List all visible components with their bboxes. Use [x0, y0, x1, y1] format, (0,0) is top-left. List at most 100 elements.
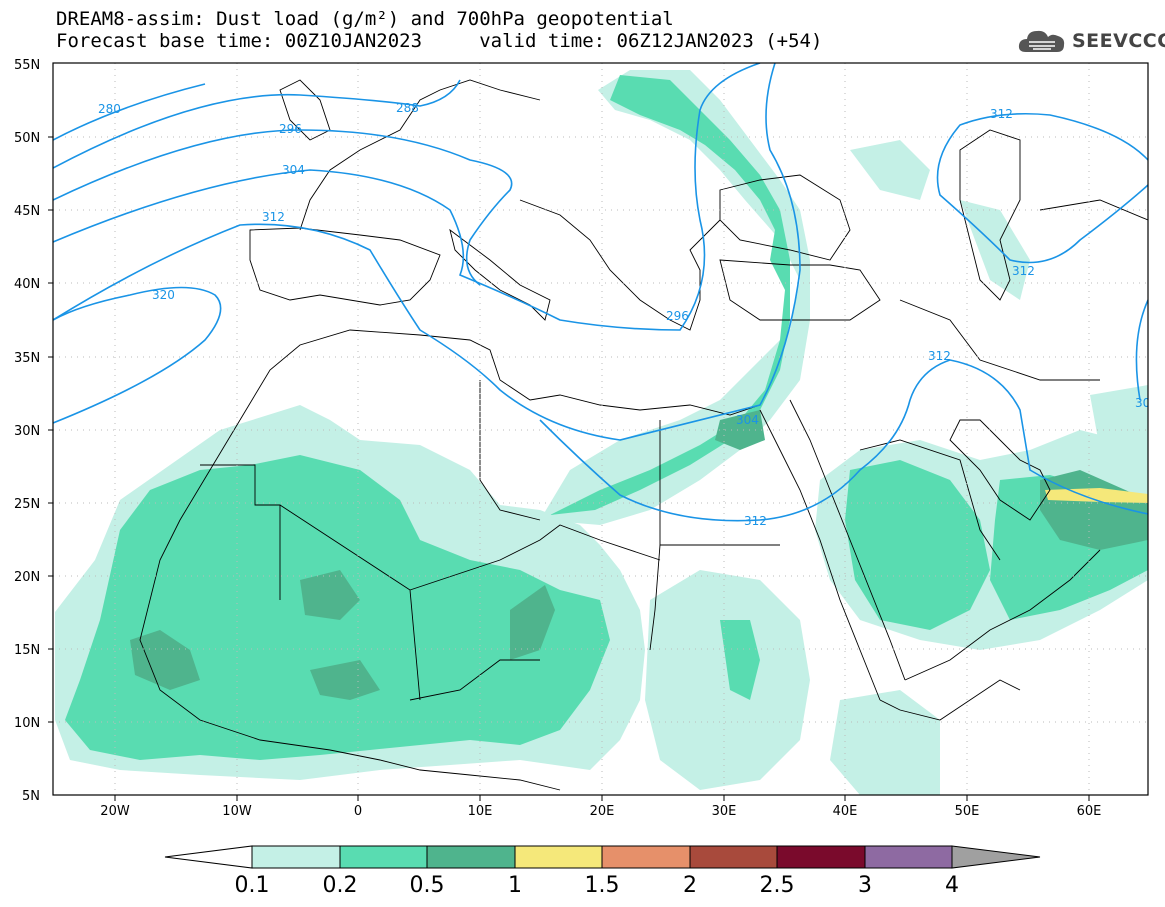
dust-area-east-africa [645, 570, 810, 790]
contour-296 [53, 129, 513, 286]
contour-label: 312 [1012, 264, 1035, 278]
contour-312-northeast [936, 112, 1148, 264]
dust-area-sudan [720, 620, 760, 700]
colorbar-swatch [601, 845, 691, 869]
contour-label: 320 [152, 288, 175, 302]
dust-area-mali [300, 570, 360, 620]
lon-label: 50E [955, 804, 980, 819]
lat-label: 45N [14, 204, 40, 219]
lat-label: 15N [14, 643, 40, 658]
contour-label: 304 [282, 163, 305, 177]
contour-320 [53, 286, 222, 424]
colorbar-high-arrow [951, 845, 1041, 869]
colorbar-label: 2.5 [760, 873, 795, 898]
lat-label: 40N [14, 277, 40, 292]
dust-area-niger [510, 585, 555, 660]
seevccc-logo: SEEVCCC [1016, 24, 1165, 58]
colorbar-label: 0.5 [410, 873, 445, 898]
lon-label: 10E [468, 804, 493, 819]
coast-north-africa [239, 329, 761, 421]
contour-312-west [53, 63, 801, 441]
dust-area-caspian [850, 140, 930, 200]
forecast-time-line: Forecast base time: 00Z10JAN2023 valid t… [56, 30, 823, 52]
lon-label: 40E [833, 804, 858, 819]
dust-area-senegal [130, 630, 200, 690]
coast-balkans-greece [519, 199, 721, 331]
contour-label: 296 [279, 122, 302, 136]
contour-304 [53, 63, 761, 331]
colorbar-swatch [864, 845, 953, 869]
lat-axis: 55N 50N 45N 40N 35N 30N 25N 20N 15N 10N … [14, 58, 53, 804]
border-sahara-2 [409, 524, 661, 591]
colorbar-swatch [514, 845, 603, 869]
coast-west-africa [139, 419, 561, 791]
dust-area-levant [715, 410, 765, 450]
logo-text: SEEVCCC [1072, 30, 1165, 52]
colorbar-label: 1 [508, 873, 522, 898]
contour-label: 312 [990, 107, 1013, 121]
lon-label: 30E [712, 804, 737, 819]
coast-iberia [249, 227, 441, 306]
dust-dark-areas [130, 410, 1148, 700]
contour-label: 312 [262, 210, 285, 224]
colorbar-label: 2 [683, 873, 697, 898]
contour-280 [53, 83, 206, 141]
coast-italy [449, 228, 551, 321]
colorbar-swatch [689, 845, 778, 869]
cloud-icon [1018, 30, 1065, 52]
colorbar-low-arrow [164, 845, 253, 869]
colorbar-label: 4 [945, 873, 959, 898]
contour-label: 304 [1135, 396, 1158, 410]
contour-label: 312 [928, 349, 951, 363]
lat-label: 25N [14, 497, 40, 512]
border-kazakh [1039, 199, 1148, 221]
dust-area-horn-africa [830, 690, 940, 795]
coast-caspian [959, 129, 1021, 301]
lat-label: 5N [22, 789, 40, 804]
contour-label: 312 [744, 514, 767, 528]
colorbar: 0.1 0.2 0.5 1 1.5 2 2.5 3 4 [164, 845, 1041, 898]
colorbar-swatch [339, 845, 428, 869]
lat-label: 50N [14, 131, 40, 146]
lat-label: 35N [14, 351, 40, 366]
contour-312-south [539, 359, 1148, 522]
lat-label: 10N [14, 716, 40, 731]
colorbar-label: 0.1 [235, 873, 270, 898]
coast-arabia-south [904, 549, 1101, 681]
colorbar-swatch [251, 845, 341, 869]
contour-288 [53, 79, 461, 169]
colorbar-label: 3 [858, 873, 872, 898]
lon-axis: 20W 10W 0 10E 20E 30E 40E 50E 60E [100, 795, 1101, 819]
contour-label: 296 [666, 309, 689, 323]
lat-label: 20N [14, 570, 40, 585]
dust-area-gulf-of-oman [1090, 385, 1148, 460]
contour-label: 288 [396, 101, 419, 115]
lat-label: 55N [14, 58, 40, 73]
colorbar-swatch [776, 845, 866, 869]
coast-red-sea-east [789, 399, 906, 681]
lat-label: 30N [14, 424, 40, 439]
coast-persian-gulf [949, 419, 1051, 521]
lon-label: 60E [1077, 804, 1102, 819]
coast-red-sea-west [759, 409, 881, 701]
colorbar-swatch [426, 845, 516, 869]
lon-label: 20W [100, 804, 130, 819]
border-sudan-chad [649, 544, 661, 651]
coast-northwest-europe [299, 79, 541, 231]
dust-area-chad [310, 660, 380, 700]
colorbar-label: 1.5 [585, 873, 620, 898]
map-grid [53, 63, 1148, 795]
border-arabia [859, 439, 1001, 561]
lon-label: 0 [354, 804, 362, 819]
colorbar-label: 0.2 [323, 873, 358, 898]
border-iran [899, 299, 1100, 381]
coast-horn-africa [879, 679, 1021, 721]
coast-turkey [719, 259, 881, 321]
contour-labels: 280 288 296 304 312 320 296 304 312 312 … [98, 101, 1158, 528]
dust-area-high-hormuz [1045, 488, 1148, 503]
dust-area-caspian-south [960, 200, 1030, 300]
contour-304-east [1135, 299, 1148, 401]
map-title: DREAM8-assim: Dust load (g/m²) and 700hP… [56, 8, 674, 30]
lon-label: 20E [590, 804, 615, 819]
